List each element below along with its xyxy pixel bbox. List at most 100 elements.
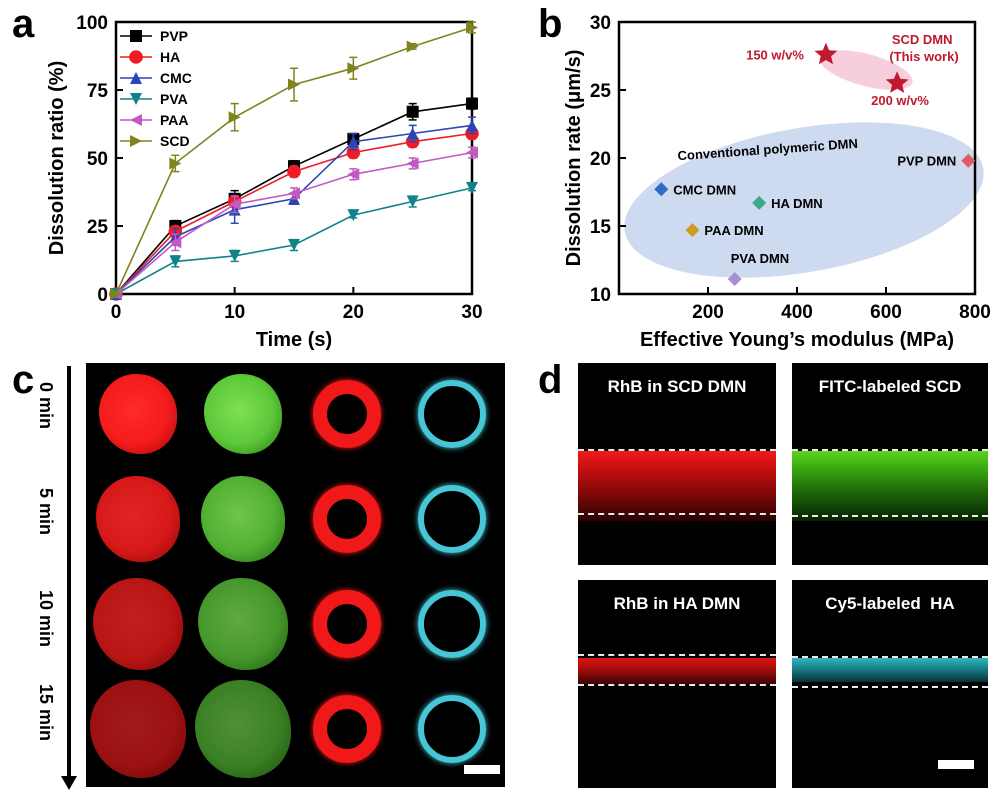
point-label-ha-dmn: HA DMN bbox=[771, 196, 823, 211]
panel-letter-c: c bbox=[12, 358, 35, 402]
point-label-pvp-dmn: PVP DMN bbox=[897, 154, 956, 169]
d-line-top-scd-rhb bbox=[578, 449, 776, 451]
fluorescent-signal bbox=[313, 380, 381, 448]
d-band-ha-cy5 bbox=[792, 658, 988, 682]
scd-dmn-title: SCD DMN (This work) bbox=[889, 32, 958, 64]
y-tick-label-b: 30 bbox=[590, 13, 611, 34]
image-tile-cyan-network-t1 bbox=[402, 469, 505, 572]
data-point-paa bbox=[466, 146, 478, 159]
image-tile-green-droplet-t1 bbox=[192, 469, 295, 572]
legend-label-scd: SCD bbox=[160, 133, 190, 149]
fluorescent-signal bbox=[99, 374, 177, 454]
d-line-bottom-scd-fitc bbox=[792, 515, 988, 517]
timepoint-label-0: 0 min bbox=[36, 382, 56, 430]
fluorescent-signal bbox=[90, 680, 186, 778]
scale-bar-d bbox=[938, 760, 974, 769]
timeline-arrow bbox=[67, 366, 71, 778]
panel-letter-b: b bbox=[538, 2, 563, 46]
point-ha-dmn bbox=[752, 195, 767, 210]
fluorescent-signal bbox=[93, 578, 183, 670]
fluorescent-signal bbox=[418, 695, 486, 763]
y-tick-label-a: 75 bbox=[87, 81, 109, 102]
point-200-w-v- bbox=[885, 71, 909, 93]
data-point-cmc bbox=[406, 127, 419, 140]
d-band-ha-rhb bbox=[578, 658, 776, 684]
d-band-scd-rhb bbox=[578, 451, 776, 521]
legend-label-pvp: PVP bbox=[160, 28, 188, 44]
fluorescent-signal bbox=[313, 485, 381, 553]
data-point-pva bbox=[406, 195, 419, 208]
fluorescent-signal bbox=[198, 578, 288, 670]
point-label-cmc-dmn: CMC DMN bbox=[673, 182, 736, 197]
legend-label-pva: PVA bbox=[160, 91, 188, 107]
fluorescent-signal bbox=[201, 476, 285, 562]
fluorescent-signal bbox=[313, 590, 381, 658]
image-tile-red-network-t1 bbox=[297, 469, 400, 572]
data-point-cmc bbox=[347, 135, 360, 148]
x-axis-title-b: Effective Young’s modulus (MPa) bbox=[640, 329, 954, 351]
x-tick-label-a: 10 bbox=[224, 302, 245, 323]
image-tile-green-droplet-t3 bbox=[192, 679, 295, 782]
x-tick-label-b: 400 bbox=[781, 302, 813, 323]
image-tile-green-droplet-t2 bbox=[192, 574, 295, 677]
y-tick-label-a: 0 bbox=[97, 285, 108, 306]
point-pvp-dmn bbox=[961, 153, 976, 168]
d-image-ha-cy5: Cy5-labeled HA bbox=[792, 580, 988, 788]
y-tick-label-a: 100 bbox=[76, 13, 108, 34]
image-tile-cyan-network-t0 bbox=[402, 364, 505, 467]
data-point-pva bbox=[347, 209, 360, 222]
image-tile-red-network-t0 bbox=[297, 364, 400, 467]
timepoint-label-3: 15 min bbox=[36, 684, 56, 742]
d-title-ha-cy5: Cy5-labeled HA bbox=[825, 594, 955, 613]
series-scd bbox=[110, 21, 478, 300]
dissolution-ratio-chart: 0 10 20 30 0 25 50 75 100 PVP HA CMC PVA PAA SCD Time… bbox=[46, 13, 483, 351]
y-axis-title-a: Dissolution ratio (%) bbox=[46, 61, 68, 255]
y-tick-label-b: 20 bbox=[590, 149, 611, 170]
legend-marker-scd bbox=[130, 135, 142, 147]
y-tick-label-b: 15 bbox=[590, 217, 612, 238]
d-band-scd-fitc bbox=[792, 451, 988, 521]
point-label-pva-dmn: PVA DMN bbox=[731, 251, 790, 266]
fluorescent-signal bbox=[313, 695, 381, 763]
d-line-top-scd-fitc bbox=[792, 449, 988, 451]
dissolution-rate-vs-modulus-chart: 200 400 600 800 10 15 20 25 30 CMC DMN HA DMN PAA … bbox=[563, 13, 991, 351]
data-point-ha bbox=[287, 164, 301, 179]
point-label-150-w-v-: 150 w/v% bbox=[746, 48, 804, 63]
series-ha bbox=[109, 126, 479, 301]
d-line-top-ha-rhb bbox=[578, 654, 776, 656]
data-point-scd bbox=[288, 78, 300, 91]
timeline-arrowhead bbox=[61, 776, 77, 790]
point-paa-dmn bbox=[685, 223, 700, 238]
data-point-paa bbox=[228, 198, 241, 211]
data-point-scd bbox=[228, 111, 241, 124]
x-tick-label-a: 30 bbox=[461, 302, 482, 323]
image-tile-green-droplet-t0 bbox=[192, 364, 295, 467]
data-point-scd bbox=[406, 40, 419, 53]
point-label-paa-dmn: PAA DMN bbox=[704, 223, 763, 238]
fluorescent-signal bbox=[204, 374, 282, 454]
d-title-scd-rhb: RhB in SCD DMN bbox=[607, 377, 747, 396]
fluorescence-image-grid bbox=[86, 363, 505, 787]
data-point-pvp bbox=[466, 97, 478, 110]
point-150-w-v- bbox=[814, 42, 838, 65]
legend-marker-cmc bbox=[130, 72, 142, 84]
fluorescent-signal bbox=[195, 680, 291, 778]
x-axis-title-a: Time (s) bbox=[256, 329, 332, 351]
scale-bar-c bbox=[464, 765, 500, 774]
legend-marker-pva bbox=[130, 93, 142, 105]
d-image-scd-rhb: RhB in SCD DMN bbox=[578, 363, 776, 565]
legend-marker-ha bbox=[129, 50, 143, 64]
point-label-200-w-v-: 200 w/v% bbox=[871, 93, 929, 108]
data-point-pva bbox=[466, 181, 478, 194]
y-axis-title-b: Dissolution rate (μm/s) bbox=[563, 50, 585, 267]
legend-label-cmc: CMC bbox=[160, 70, 192, 86]
legend-marker-pvp bbox=[130, 30, 142, 42]
fluorescent-signal bbox=[418, 380, 486, 448]
panel-letter-d: d bbox=[538, 358, 563, 402]
d-line-bottom-ha-rhb bbox=[578, 684, 776, 686]
conventional-dmn-region bbox=[624, 122, 984, 278]
fluorescent-signal bbox=[418, 485, 486, 553]
data-point-pva bbox=[228, 249, 241, 262]
legend-marker-paa bbox=[130, 114, 142, 126]
data-point-paa bbox=[169, 236, 182, 249]
